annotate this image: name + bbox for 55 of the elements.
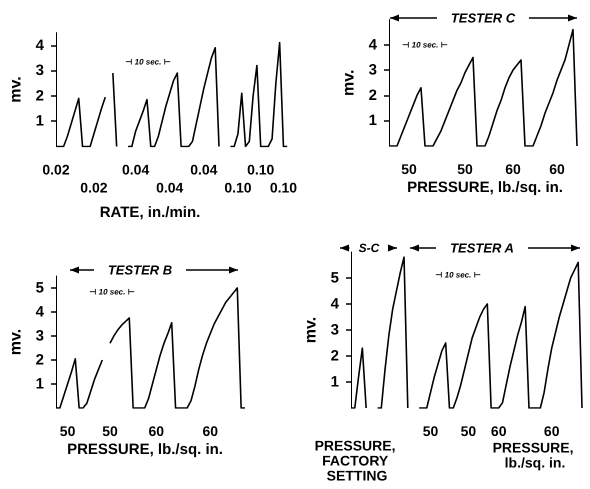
y-tick-label: 4 xyxy=(330,296,340,312)
y-tick-label: 1 xyxy=(36,376,44,392)
y-tick-label: 2 xyxy=(330,348,339,364)
y-tick-label: 3 xyxy=(330,322,339,338)
y-axis-title: mv. xyxy=(8,76,24,103)
y-tick-label: 2 xyxy=(36,87,44,104)
y-tick-label: 1 xyxy=(368,112,377,130)
y-tick-label: 4 xyxy=(36,304,45,320)
y-tick-label: 2 xyxy=(368,86,377,104)
y-tick-label: 1 xyxy=(36,112,44,130)
x-axis-title: RATE, in./min. xyxy=(100,204,200,221)
x-tick-label: 50 xyxy=(422,423,439,439)
x-tick-label: 0.10 xyxy=(247,162,275,178)
chart-title: TESTER A xyxy=(450,240,514,256)
x-tick-label: 0.04 xyxy=(190,162,218,178)
y-tick-label: 3 xyxy=(368,62,377,79)
y-tick-label: 4 xyxy=(36,36,45,54)
x-tick-label: 0.02 xyxy=(80,180,108,196)
x-tick-label: 60 xyxy=(544,423,560,439)
y-tick-label: 3 xyxy=(36,62,44,80)
x-tick-label: 60 xyxy=(549,161,565,177)
x-tick-label: 50 xyxy=(401,161,417,177)
y-axis-title: mv. xyxy=(302,316,320,344)
x-tick-label: 50 xyxy=(102,423,118,439)
y-axis-title: mv. xyxy=(340,70,358,96)
x-tick-label: 60 xyxy=(490,423,507,439)
y-tick-label: 2 xyxy=(36,352,44,368)
annotation: ⊣ 10 sec. ⊢ xyxy=(125,58,171,66)
y-tick-label: 3 xyxy=(36,328,44,344)
x-axis-title: PRESSURE, lb./sq. in. xyxy=(67,441,223,458)
x-tick-label: 50 xyxy=(457,161,473,177)
x-tick-label: 0.10 xyxy=(224,180,252,196)
annotation: ⊣ 10 sec. ⊢ xyxy=(402,40,448,50)
chart-title: TESTER C xyxy=(450,10,516,26)
x-tick-label: 0.04 xyxy=(122,162,150,178)
x-tick-label: 60 xyxy=(148,423,164,439)
x-tick-label: 60 xyxy=(202,423,218,439)
annotation: ⊣ 10 sec. ⊢ xyxy=(89,288,135,296)
y-tick-label: 1 xyxy=(330,374,339,390)
x-tick-label: 50 xyxy=(460,423,476,439)
x-tick-label: 0.10 xyxy=(270,180,298,196)
x-tick-label: 0.04 xyxy=(156,180,184,196)
y-axis-title: mv. xyxy=(8,328,24,356)
x-axis-title: PRESSURE, lb./sq. in. xyxy=(492,440,578,470)
y-tick-label: 4 xyxy=(368,36,378,54)
x-tick-label: 0.02 xyxy=(42,162,70,178)
x-tick-label: 60 xyxy=(505,161,521,177)
annotation: S-C xyxy=(358,241,380,255)
text: PRESSURE, FACTORY SETTING xyxy=(314,438,400,484)
chart-title: TESTER B xyxy=(108,262,172,278)
x-tick-label: 50 xyxy=(60,423,76,439)
y-tick-label: 5 xyxy=(330,270,339,286)
annotation: ⊣ 10 sec. ⊢ xyxy=(435,270,481,280)
x-axis-title: PRESSURE, lb./sq. in. xyxy=(407,179,563,196)
y-tick-label: 5 xyxy=(36,280,44,296)
